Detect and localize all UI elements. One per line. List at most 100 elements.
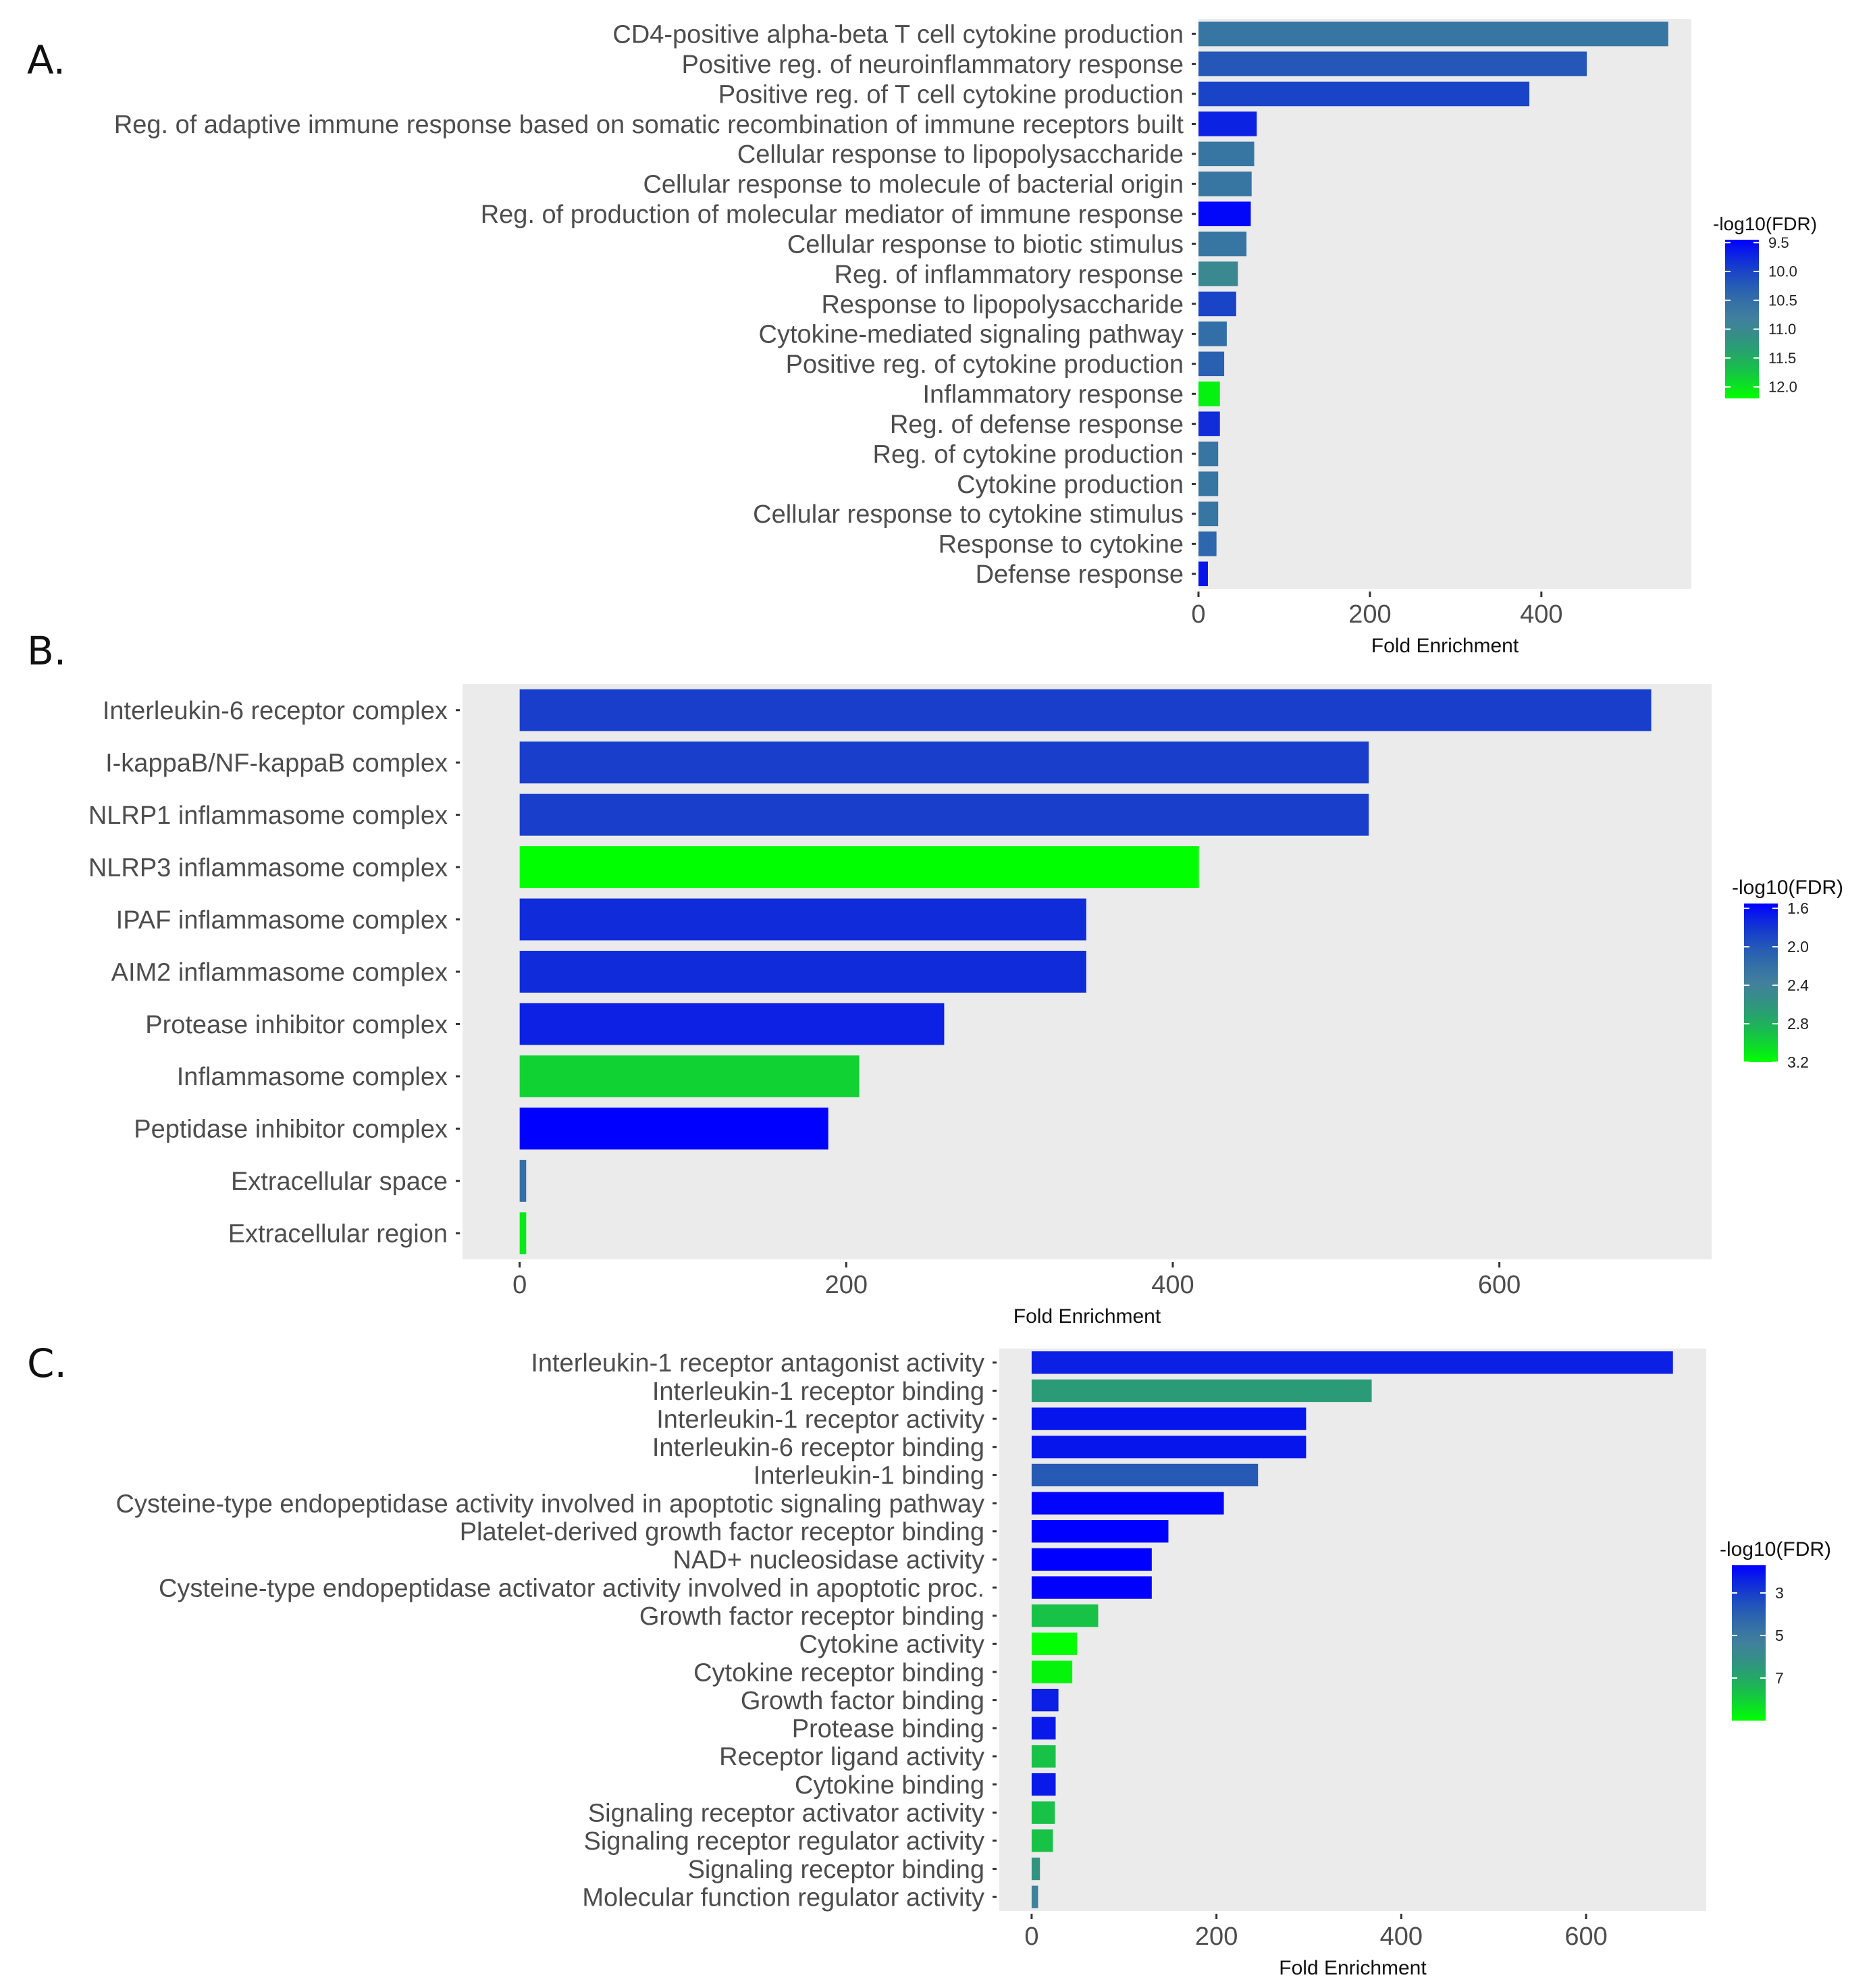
legend-tick-label: 9.5 [1768, 234, 1789, 251]
bar[interactable] [1198, 172, 1252, 197]
category-label: Cellular response to molecule of bacteri… [643, 171, 1184, 199]
category-label: Cellular response to biotic stimulus [787, 230, 1184, 259]
bar[interactable] [1198, 141, 1255, 167]
bar[interactable] [1198, 531, 1217, 556]
category-label: Positive reg. of T cell cytokine product… [718, 80, 1184, 109]
bar[interactable] [1031, 1660, 1073, 1683]
bar[interactable] [1031, 1717, 1056, 1740]
panel-a: CD4-positive alpha-beta T cell cytokine … [114, 19, 1817, 657]
bar[interactable] [519, 1055, 860, 1097]
bar[interactable] [1031, 1604, 1099, 1627]
bar[interactable] [1031, 1407, 1307, 1430]
bar[interactable] [1031, 1885, 1038, 1908]
bar[interactable] [1198, 81, 1530, 107]
bar[interactable] [519, 846, 1199, 889]
category-label: Cytokine-mediated signaling pathway [759, 321, 1184, 349]
bar[interactable] [1198, 51, 1587, 76]
category-label: Inflammasome complex [177, 1063, 448, 1091]
legend-tick-label: 3.2 [1787, 1053, 1809, 1071]
bar[interactable] [1031, 1351, 1673, 1374]
bar[interactable] [1031, 1436, 1307, 1459]
category-label: Platelet-derived growth factor receptor … [460, 1518, 984, 1546]
legend-colorbar [1732, 1565, 1766, 1721]
category-label: Protease inhibitor complex [145, 1011, 448, 1039]
bar[interactable] [519, 898, 1086, 941]
bar[interactable] [1031, 1857, 1040, 1881]
bar[interactable] [1198, 111, 1257, 136]
x-tick-label: 400 [1520, 600, 1562, 629]
bar[interactable] [519, 1107, 828, 1150]
category-label: CD4-positive alpha-beta T cell cytokine … [612, 21, 1184, 49]
x-tick-label: 0 [1024, 1922, 1038, 1951]
bar[interactable] [519, 1159, 527, 1202]
bar[interactable] [1198, 501, 1219, 527]
bar[interactable] [1031, 1576, 1152, 1599]
category-label: Reg. of cytokine production [873, 440, 1184, 469]
bar[interactable] [1198, 351, 1225, 377]
legend-tick-label: 3 [1775, 1584, 1784, 1602]
bar[interactable] [1198, 291, 1236, 317]
panel-label-c: C. [27, 1340, 67, 1386]
x-tick-label: 0 [512, 1271, 527, 1299]
category-label: IPAF inflammasome complex [116, 906, 448, 935]
bar[interactable] [1198, 321, 1227, 346]
legend-title: -log10(FDR) [1720, 1538, 1831, 1561]
bar[interactable] [1031, 1801, 1055, 1824]
bar[interactable] [1198, 261, 1238, 286]
bar[interactable] [1031, 1548, 1152, 1571]
bar[interactable] [1198, 441, 1219, 467]
panel-b: Interleukin-6 receptor complex I-kappaB/N… [88, 684, 1843, 1328]
bar[interactable] [519, 741, 1369, 784]
bar[interactable] [1198, 561, 1208, 587]
panel-label-b: B. [27, 628, 67, 674]
category-label: I-kappaB/NF-kappaB complex [105, 749, 448, 777]
x-tick-label: 400 [1151, 1271, 1194, 1299]
legend-tick-label: 11.0 [1768, 321, 1796, 338]
category-label: Growth factor receptor binding [639, 1602, 984, 1631]
category-label: Positive reg. of cytokine production [786, 350, 1184, 379]
bar[interactable] [1198, 382, 1220, 407]
bar[interactable] [1031, 1773, 1056, 1796]
category-label: Cellular response to lipopolysaccharide [737, 140, 1184, 169]
category-label: Signaling receptor regulator activity [583, 1827, 984, 1856]
legend-tick-label: 11.5 [1768, 350, 1796, 367]
x-axis-title: Fold Enrichment [1013, 1305, 1161, 1328]
bar[interactable] [1198, 471, 1219, 496]
category-label: Growth factor binding [741, 1687, 984, 1715]
color-legend: -log10(FDR)9.5 10.0 10.5 11.0 11.5 12.0 [1713, 213, 1817, 398]
bar[interactable] [1031, 1520, 1169, 1543]
bar[interactable] [1198, 231, 1247, 257]
bar[interactable] [519, 1212, 527, 1255]
panel-label-a: A. [27, 37, 66, 83]
bar[interactable] [519, 793, 1369, 836]
bar[interactable] [1031, 1379, 1372, 1403]
category-label: NLRP3 inflammasome complex [88, 854, 448, 882]
bar[interactable] [1031, 1463, 1259, 1487]
bar[interactable] [1031, 1829, 1053, 1852]
bar[interactable] [1031, 1492, 1224, 1515]
color-legend: -log10(FDR)1.6 2.0 2.4 2.8 3.2 [1732, 877, 1843, 1071]
category-label: Interleukin-1 receptor activity [656, 1405, 984, 1434]
category-label: Cytokine production [957, 471, 1184, 499]
bar[interactable] [1031, 1745, 1056, 1768]
bar[interactable] [519, 689, 1652, 731]
legend-tick-label: 1.6 [1787, 899, 1809, 917]
legend-colorbar [1744, 904, 1778, 1062]
plot-background [999, 1349, 1706, 1911]
category-label: Molecular function regulator activity [582, 1883, 984, 1912]
bar[interactable] [1198, 201, 1251, 226]
bar[interactable] [1031, 1632, 1077, 1655]
bar[interactable] [1198, 21, 1668, 47]
category-label: Interleukin-6 receptor binding [652, 1434, 984, 1462]
category-label: Extracellular space [231, 1168, 448, 1196]
x-tick-label: 0 [1191, 600, 1205, 629]
bar[interactable] [519, 1003, 945, 1045]
category-label: Cysteine-type endopeptidase activator ac… [159, 1574, 984, 1602]
category-label: Response to lipopolysaccharide [821, 290, 1184, 319]
bar[interactable] [1031, 1688, 1059, 1712]
category-label: Interleukin-1 receptor antagonist activi… [531, 1349, 984, 1378]
category-label: NAD+ nucleosidase activity [673, 1546, 985, 1575]
x-tick-label: 200 [1195, 1922, 1238, 1951]
bar[interactable] [1198, 411, 1220, 436]
bar[interactable] [519, 951, 1086, 993]
